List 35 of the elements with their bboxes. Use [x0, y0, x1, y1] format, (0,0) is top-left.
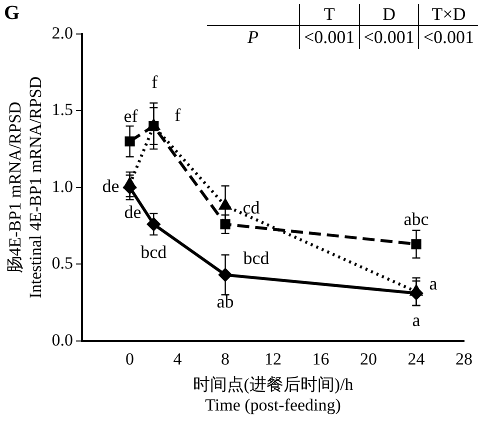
x-tick-label: 12 [264, 349, 282, 368]
data-label: f [152, 72, 158, 92]
x-tick-label: 24 [408, 349, 426, 368]
y-tick-label: 1.0 [52, 176, 74, 196]
annotation: <0.001 [300, 26, 360, 49]
x-tick-label: 8 [221, 349, 230, 368]
y-tick-label: 0.0 [52, 330, 74, 350]
annotation: <0.001 [359, 26, 419, 49]
data-label: bcd [140, 242, 167, 262]
annotation: <0.001 [418, 26, 478, 49]
data-label: a [429, 273, 438, 294]
x-tick-label: 16 [312, 349, 330, 368]
text: T×D [418, 4, 478, 26]
data-label: de [124, 202, 142, 222]
chart-title: G [4, 2, 20, 24]
data-label: cd [242, 198, 260, 218]
annotation: P [246, 26, 260, 49]
text: T [300, 4, 360, 26]
y-tick-label: 1.5 [52, 100, 74, 120]
x-tick-label: 4 [173, 349, 182, 368]
x-tick-label: 28 [456, 349, 472, 368]
x-tick-label: 20 [360, 349, 378, 368]
data-label: ef [124, 106, 138, 126]
y-axis-title: 肠4E-BP1 mRNA/RPSD Intestinal 4E-BP1 mRNA/RPSD [6, 76, 46, 298]
y-tick-label: 2.0 [52, 23, 74, 42]
data-label: f [174, 104, 181, 125]
data-label: a [412, 310, 420, 330]
text: D [359, 4, 419, 26]
x-tick-label: 0 [126, 349, 134, 368]
data-label: bcd [243, 248, 270, 268]
data-label: de [102, 176, 120, 196]
y-tick-label: 0.5 [52, 254, 74, 273]
data-label: abc [404, 208, 429, 229]
x-axis-title: 时间点(进餐后时间)/h Time (post-feeding) [192, 374, 354, 414]
data-label: ab [216, 292, 234, 312]
